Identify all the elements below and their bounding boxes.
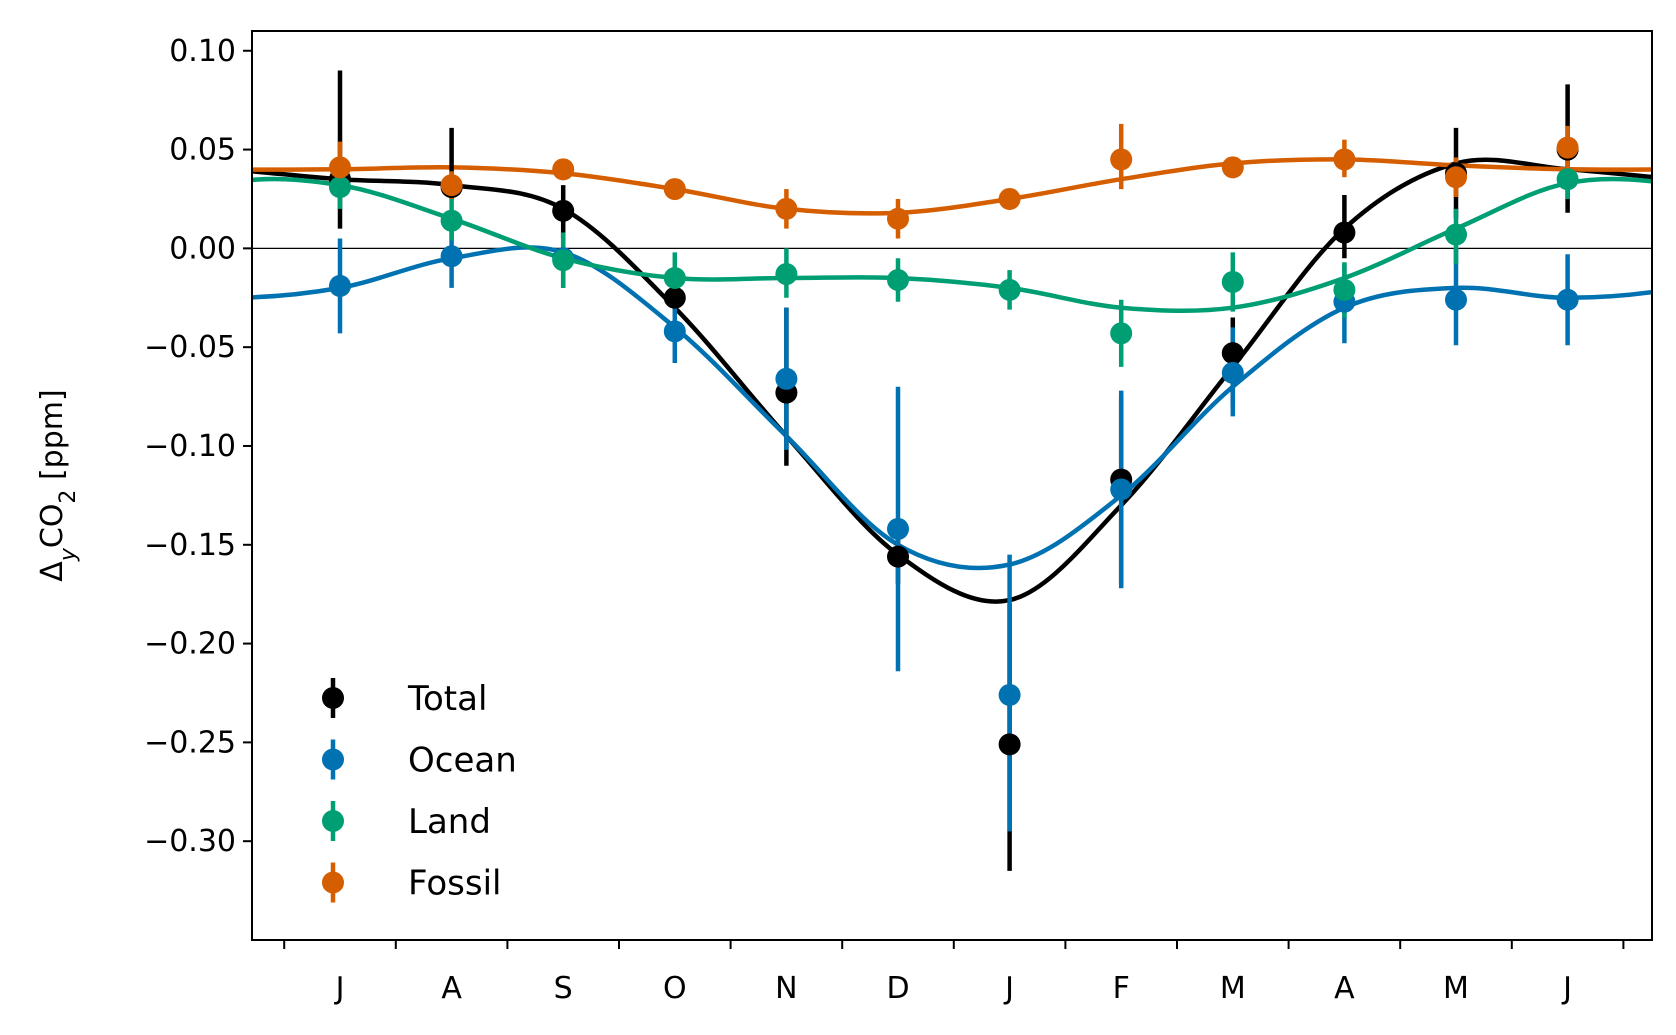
- legend-label-land: Land: [408, 802, 491, 842]
- data-point-fossil: [663, 178, 686, 201]
- data-point-fossil: [1333, 148, 1356, 171]
- y-tick-label: −0.15: [144, 528, 236, 563]
- y-axis-label-prefix: Δ: [35, 561, 70, 582]
- data-point-land: [552, 249, 575, 272]
- data-point-land: [1333, 278, 1356, 301]
- x-tick-label: N: [775, 971, 797, 1006]
- plot-frame: [251, 30, 1653, 941]
- y-axis-label-mid: CO: [35, 504, 70, 549]
- data-point-fossil: [1221, 156, 1244, 179]
- legend-marker-land: [322, 810, 344, 832]
- x-tick-label: O: [663, 971, 687, 1006]
- legend-label-fossil: Fossil: [408, 864, 501, 904]
- y-axis-label: ΔyCO2 [ppm]: [35, 389, 81, 581]
- data-point-ocean: [329, 274, 351, 297]
- y-axis-ticks: 0.10 0.05 0.00 −0.05 −0.10 −0.15 −0.20 −0.25 −0.…: [144, 34, 252, 859]
- data-point-fossil: [552, 158, 575, 181]
- x-tick-label: A: [1334, 971, 1355, 1006]
- y-axis-label-suffix: [ppm]: [35, 389, 70, 489]
- data-point-ocean: [998, 683, 1021, 706]
- legend: Total Ocean Land Fossil: [322, 678, 517, 904]
- data-point-fossil: [440, 174, 463, 197]
- legend-label-total: Total: [407, 679, 487, 719]
- data-point-fossil: [1110, 148, 1133, 171]
- y-tick-label: −0.05: [144, 330, 236, 365]
- x-tick-label: S: [554, 971, 573, 1006]
- data-point-land: [1556, 168, 1579, 191]
- data-point-ocean: [1445, 288, 1467, 311]
- data-point-fossil: [1445, 166, 1467, 189]
- fit-curve-fossil: [252, 157, 1652, 216]
- x-tick-label: F: [1113, 971, 1130, 1006]
- data-point-land: [1110, 322, 1133, 345]
- fit-curve-total: [252, 157, 1652, 604]
- data-point-ocean: [775, 367, 798, 390]
- data-point-ocean: [440, 245, 463, 268]
- y-tick-label: −0.20: [144, 627, 236, 662]
- fit-curve-land: [252, 176, 1652, 314]
- data-point-ocean: [663, 320, 686, 343]
- y-tick-label: 0.00: [169, 231, 236, 266]
- x-tick-label: J: [1561, 971, 1572, 1006]
- y-axis-label-sub2: 2: [56, 490, 81, 504]
- y-tick-label: 0.05: [169, 133, 236, 168]
- data-point-total: [663, 286, 686, 309]
- x-tick-label: M: [1443, 971, 1469, 1006]
- data-point-land: [329, 176, 351, 199]
- fit-curve-ocean: [252, 245, 1652, 571]
- data-point-fossil: [329, 156, 351, 179]
- data-point-ocean: [1110, 478, 1133, 501]
- data-point-land: [1221, 270, 1244, 293]
- legend-marker-total: [322, 687, 344, 709]
- data-point-land: [440, 209, 463, 232]
- data-point-fossil: [887, 207, 909, 230]
- y-axis-label-sub1: y: [56, 547, 81, 562]
- data-point-total: [1333, 221, 1356, 244]
- data-point-total: [1221, 342, 1244, 365]
- y-tick-label: −0.30: [144, 824, 236, 859]
- data-point-fossil: [1556, 136, 1579, 159]
- legend-marker-fossil: [322, 871, 344, 894]
- data-point-land: [775, 263, 798, 286]
- data-point-fossil: [775, 197, 798, 220]
- y-tick-label: −0.25: [144, 725, 236, 760]
- data-point-land: [887, 268, 909, 291]
- fit-curves: [252, 157, 1652, 604]
- x-tick-label: J: [1003, 971, 1014, 1006]
- data-point-land: [1445, 223, 1467, 246]
- legend-marker-ocean: [322, 748, 344, 771]
- data-point-ocean: [1221, 361, 1244, 384]
- data-point-fossil: [998, 187, 1021, 210]
- y-tick-label: 0.10: [169, 34, 236, 69]
- data-points: [329, 136, 1579, 756]
- data-point-total: [887, 545, 909, 568]
- x-tick-label: M: [1220, 971, 1246, 1006]
- x-tick-label: J: [334, 971, 345, 1006]
- data-point-ocean: [1556, 288, 1579, 311]
- data-point-total: [998, 733, 1021, 756]
- data-point-total: [552, 199, 575, 222]
- data-point-land: [663, 267, 686, 290]
- data-point-ocean: [887, 517, 909, 540]
- y-tick-label: −0.10: [144, 429, 236, 464]
- x-tick-label: D: [886, 971, 909, 1006]
- legend-label-ocean: Ocean: [408, 741, 517, 781]
- x-tick-label: A: [441, 971, 462, 1006]
- data-point-land: [998, 278, 1021, 301]
